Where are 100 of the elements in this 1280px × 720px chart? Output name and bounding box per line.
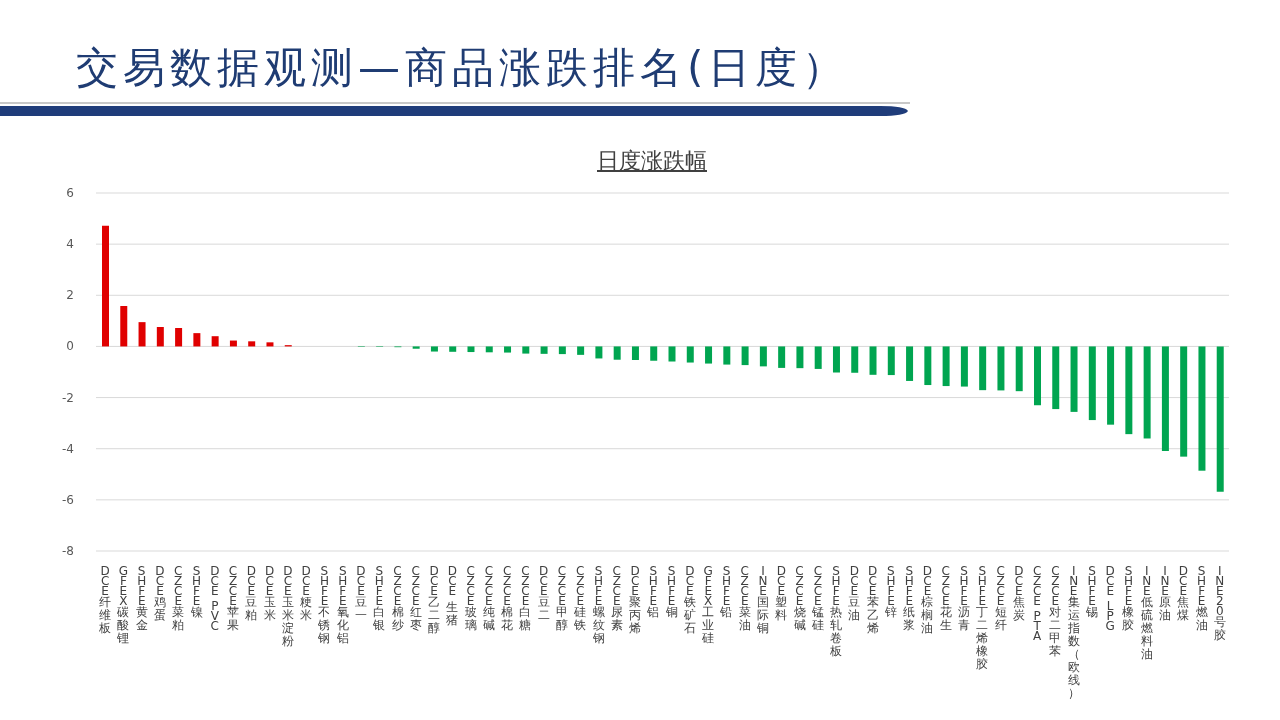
bar xyxy=(1052,346,1060,410)
x-tick-label: CZCE纯碱 xyxy=(482,564,495,632)
bar xyxy=(1015,346,1023,392)
bar xyxy=(430,346,438,352)
bar xyxy=(412,346,420,349)
bar xyxy=(485,346,493,353)
bar xyxy=(741,346,749,366)
y-tick-label: -6 xyxy=(62,492,74,507)
y-tick-label: 2 xyxy=(66,288,74,303)
bar xyxy=(906,346,914,381)
category-label: INE集运指数（欧线） xyxy=(1067,564,1080,700)
bar xyxy=(832,346,840,373)
bar xyxy=(942,346,950,387)
x-tick-label: SHFE铜 xyxy=(664,564,678,619)
bar xyxy=(668,346,676,362)
x-tick-label: INE低硫燃料油 xyxy=(1140,564,1153,661)
bar xyxy=(979,346,987,391)
x-tick-label: DCE PVC xyxy=(210,564,220,633)
x-tick-label: DCE粳米 xyxy=(300,564,313,622)
bar xyxy=(1070,346,1078,412)
x-tick-label: DCE纤维板 xyxy=(98,564,112,635)
x-tick-label: SHFE镍 xyxy=(189,564,203,619)
bar xyxy=(814,346,822,369)
bar xyxy=(1033,346,1041,406)
x-tick-label: DCE焦炭 xyxy=(1012,564,1025,622)
x-tick-label: SHFE不锈钢 xyxy=(317,564,331,645)
x-tick-label: DCE玉米 xyxy=(263,564,276,622)
bar xyxy=(1107,346,1115,425)
bar xyxy=(887,346,895,376)
x-tick-label: SHFE白银 xyxy=(372,564,386,632)
x-tick-label: CZCE尿素 xyxy=(610,564,623,632)
y-tick-label: -4 xyxy=(62,441,74,456)
y-tick-label: -2 xyxy=(62,390,74,405)
x-tick-label: SHFE热轧卷板 xyxy=(829,564,843,658)
x-tick-label: CZCE短纤 xyxy=(994,564,1007,632)
bar xyxy=(266,342,274,347)
x-tick-label: CZCE PTA xyxy=(1032,564,1043,643)
x-tick-label: DCE豆一 xyxy=(354,564,367,622)
x-tick-label: CZCE白糖 xyxy=(519,564,532,632)
bar xyxy=(120,306,128,347)
bar xyxy=(650,346,658,361)
bar xyxy=(1088,346,1096,421)
x-tick-label: DCE棕榈油 xyxy=(921,564,934,635)
x-tick-label: SHFE锡 xyxy=(1084,564,1098,619)
bar xyxy=(631,346,639,360)
x-tick-label: INE原油 xyxy=(1159,564,1172,622)
bar xyxy=(211,336,219,347)
bar xyxy=(1125,346,1133,435)
y-tick-label: 4 xyxy=(66,237,74,252)
y-tick-label: 0 xyxy=(66,339,74,354)
bar xyxy=(1180,346,1188,457)
x-tick-label: DCE聚丙烯 xyxy=(629,564,642,635)
bar xyxy=(1143,346,1151,439)
bar xyxy=(723,346,731,365)
x-tick-label: CZCE菜油 xyxy=(738,564,751,632)
x-tick-label: DCE焦煤 xyxy=(1177,564,1190,622)
x-tick-label: SHFE黄金 xyxy=(135,564,148,632)
x-tick-label: SHFE沥青 xyxy=(958,564,971,632)
x-tick-label: DCE苯乙烯 xyxy=(866,564,879,635)
bar xyxy=(504,346,512,353)
bar xyxy=(1161,346,1169,452)
x-tick-label: DCE乙二醇 xyxy=(428,564,441,635)
x-tick-label: CZCE红枣 xyxy=(409,564,422,632)
x-tick-label: DCE塑料 xyxy=(775,564,788,622)
x-tick-label: CZCE对二甲苯 xyxy=(1049,564,1062,658)
bar xyxy=(102,225,109,347)
x-tick-label: CZCE烧碱 xyxy=(793,564,806,632)
bar xyxy=(577,346,585,355)
x-tick-label: SHFE铝 xyxy=(646,564,660,619)
bar xyxy=(997,346,1005,391)
x-tick-label: SHFE螺纹钢 xyxy=(591,564,605,645)
bar xyxy=(558,346,566,355)
bar xyxy=(869,346,877,375)
bar xyxy=(156,326,164,347)
chart-subtitle: 日度涨跌幅 xyxy=(596,147,708,175)
bar xyxy=(248,341,256,347)
bar xyxy=(1216,346,1224,492)
bar xyxy=(1198,346,1206,471)
bar xyxy=(540,346,548,354)
x-tick-label: CZCE棉纱 xyxy=(391,564,404,632)
bar xyxy=(924,346,932,386)
x-tick-label: DCE铁矿石 xyxy=(682,564,696,635)
x-tick-label: DCE豆粕 xyxy=(245,564,258,622)
x-tick-label: CZCE棉花 xyxy=(501,564,514,632)
x-tick-label: DCE LPG xyxy=(1105,564,1115,633)
bar xyxy=(778,346,786,368)
bar xyxy=(705,346,713,364)
x-tick-label: CZCE花生 xyxy=(939,564,952,632)
bar xyxy=(175,328,183,347)
x-tick-label: SHFE锌 xyxy=(883,564,897,619)
x-tick-label: DCE豆油 xyxy=(848,564,861,622)
x-tick-label: SHFE铅 xyxy=(719,564,733,619)
x-tick-label: CZCE菜粕 xyxy=(172,564,185,632)
x-tick-label: DCE玉米淀粉 xyxy=(281,564,294,648)
x-tick-label: CZCE锰硅 xyxy=(810,564,824,632)
x-tick-label: SHFE氧化铝 xyxy=(335,564,349,645)
y-tick-label: 6 xyxy=(66,186,74,200)
y-tick-label: -8 xyxy=(62,544,74,558)
bar xyxy=(686,346,694,363)
x-tick-label: CZCE甲醇 xyxy=(555,564,568,632)
